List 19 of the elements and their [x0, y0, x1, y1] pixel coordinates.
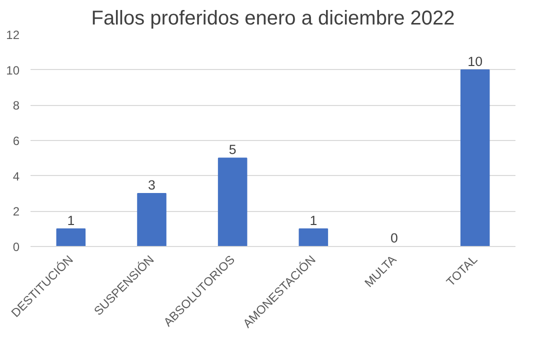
y-tick-label: 0 [12, 240, 20, 254]
y-tick-label: 8 [12, 98, 20, 113]
bar [218, 158, 248, 246]
bar [460, 69, 490, 246]
data-label: 1 [310, 212, 318, 228]
y-tick-label: 2 [12, 204, 20, 219]
y-tick-label: 10 [6, 63, 20, 78]
data-label: 1 [67, 212, 75, 228]
data-label: 5 [228, 142, 236, 158]
bar [137, 193, 166, 246]
y-tick-label: 12 [6, 28, 20, 42]
y-tick-label: 4 [12, 169, 20, 184]
bar [298, 228, 328, 246]
data-label: 0 [390, 230, 398, 246]
chart-title: Fallos proferidos enero a diciembre 2022 [91, 8, 455, 30]
y-tick-label: 6 [12, 134, 20, 148]
data-label: 3 [148, 178, 156, 192]
bar [56, 228, 86, 246]
data-label: 10 [468, 54, 482, 69]
